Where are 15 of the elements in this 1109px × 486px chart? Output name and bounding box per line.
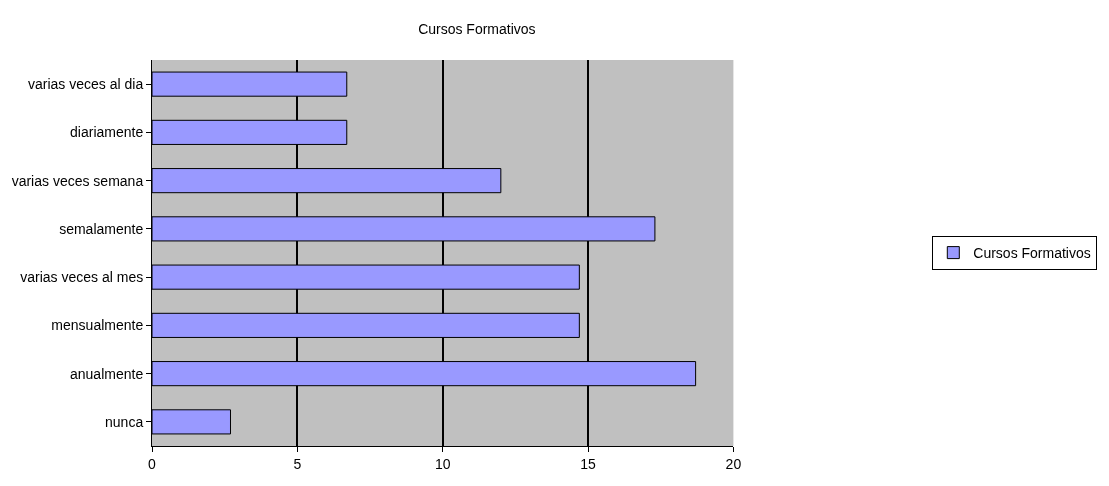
- legend-label: Cursos Formativos: [973, 245, 1091, 262]
- x-tick-label: 15: [580, 455, 597, 472]
- y-tick-label: mensualmente: [51, 317, 144, 334]
- chart-title: Cursos Formativos: [418, 21, 536, 38]
- x-tick-label: 0: [148, 455, 157, 472]
- y-tick-label: varias veces al mes: [20, 269, 144, 286]
- y-tick-label: anualmente: [70, 365, 144, 382]
- y-tick-label: diariamente: [70, 124, 144, 141]
- y-tick-label: varias veces semana: [11, 172, 144, 189]
- x-tick-label: 5: [293, 455, 302, 472]
- x-tick-label: 20: [725, 455, 742, 472]
- x-tick-label: 10: [434, 455, 451, 472]
- y-tick-label: nunca: [105, 413, 144, 430]
- y-tick-label: semalamente: [59, 220, 144, 237]
- y-tick-label: varias veces al dia: [28, 76, 144, 93]
